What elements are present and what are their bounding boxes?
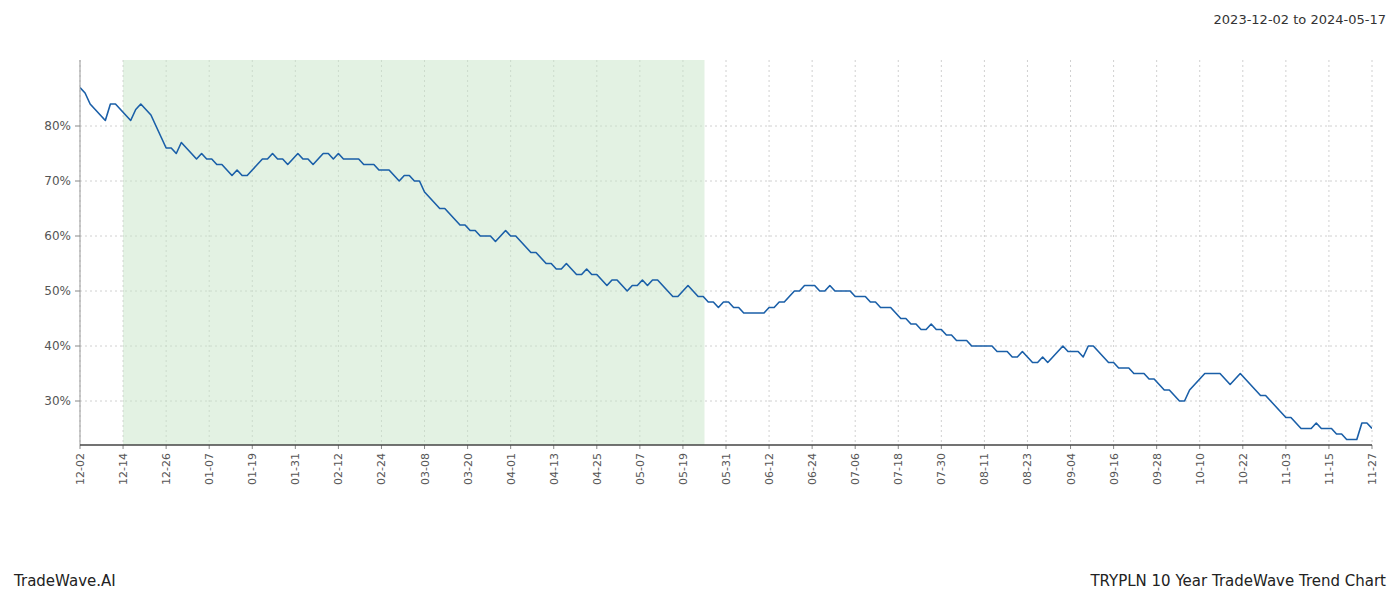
y-axis-line	[80, 60, 81, 445]
x-tick-label: 03-20	[462, 453, 475, 485]
y-tick	[75, 236, 80, 237]
x-tick-label: 07-30	[935, 453, 948, 485]
x-tick-label: 08-23	[1021, 453, 1034, 485]
plot-area	[80, 60, 1372, 445]
grid	[80, 60, 1372, 445]
x-tick-label: 11-27	[1366, 453, 1379, 485]
x-grid-line	[941, 60, 942, 445]
x-grid-line	[1242, 60, 1243, 445]
y-tick-label: 60%	[44, 229, 71, 243]
x-grid-line	[1027, 60, 1028, 445]
x-tick-label: 06-24	[806, 453, 819, 485]
x-tick-label: 05-31	[720, 453, 733, 485]
x-tick-label: 10-22	[1237, 453, 1250, 485]
x-tick-label: 01-31	[289, 453, 302, 485]
x-tick-label: 01-07	[203, 453, 216, 485]
x-grid-line	[1285, 60, 1286, 445]
x-grid-line	[812, 60, 813, 445]
x-grid-line	[1372, 60, 1373, 445]
x-tick-label: 06-12	[763, 453, 776, 485]
y-tick	[75, 181, 80, 182]
chart: 30% 40% 50% 60% 70% 80% 12-02 12-14 12-26 01-07 01…	[0, 0, 1400, 600]
line	[80, 88, 1372, 440]
y-tick-label: 40%	[44, 339, 71, 353]
x-grid-line	[1070, 60, 1071, 445]
y-tick	[75, 291, 80, 292]
x-grid-line	[769, 60, 770, 445]
axes: 30% 40% 50% 60% 70% 80% 12-02 12-14 12-26 01-07 01…	[44, 60, 1379, 485]
x-tick-label: 11-03	[1280, 453, 1293, 485]
x-tick-label: 12-02	[74, 453, 87, 485]
title: 2023-12-02 to 2024-05-17	[1214, 12, 1386, 27]
x-axis-line	[80, 444, 1372, 446]
x-tick-label: 05-19	[677, 453, 690, 485]
x-tick-label: 05-07	[634, 453, 647, 485]
x-tick-label: 04-13	[548, 453, 561, 485]
x-tick-label: 02-24	[375, 453, 388, 485]
x-tick-label: 07-06	[849, 453, 862, 485]
x-tick-label: 12-26	[160, 453, 173, 485]
x-tick-label: 09-16	[1108, 453, 1121, 485]
x-tick-label: 10-10	[1194, 453, 1207, 485]
x-grid-line	[1113, 60, 1114, 445]
x-tick-label: 02-12	[332, 453, 345, 485]
x-tick-label: 09-04	[1065, 453, 1078, 485]
y-tick-label: 30%	[44, 394, 71, 408]
page: {"chart_data": { "type": "line", "title"…	[0, 0, 1400, 600]
x-grid-line	[1199, 60, 1200, 445]
annotation: TRYPLN 10 Year TradeWave Trend Chart	[1089, 572, 1386, 590]
x-grid-line	[80, 60, 81, 445]
x-tick-label: 07-18	[892, 453, 905, 485]
y-tick-label: 80%	[44, 119, 71, 133]
x-tick-label: 12-14	[117, 453, 130, 485]
y-tick	[75, 126, 80, 127]
x-grid-line	[726, 60, 727, 445]
x-tick-label: 04-25	[591, 453, 604, 485]
x-tick-label: 08-11	[978, 453, 991, 485]
x-grid-line	[1328, 60, 1329, 445]
x-tick-label: 03-08	[419, 453, 432, 485]
x-grid-line	[855, 60, 856, 445]
y-tick	[75, 346, 80, 347]
x-grid-line	[984, 60, 985, 445]
x-tick-label: 09-28	[1151, 453, 1164, 485]
annotation: TradeWave.AI	[13, 572, 116, 590]
x-tick-label: 04-01	[505, 453, 518, 485]
y-tick-label: 70%	[44, 174, 71, 188]
shaded-band	[123, 60, 704, 445]
y-tick	[75, 401, 80, 402]
y-tick-label: 50%	[44, 284, 71, 298]
x-grid-line	[898, 60, 899, 445]
x-tick-label: 11-15	[1323, 453, 1336, 485]
x-tick-label: 01-19	[246, 453, 259, 485]
x-grid-line	[1156, 60, 1157, 445]
